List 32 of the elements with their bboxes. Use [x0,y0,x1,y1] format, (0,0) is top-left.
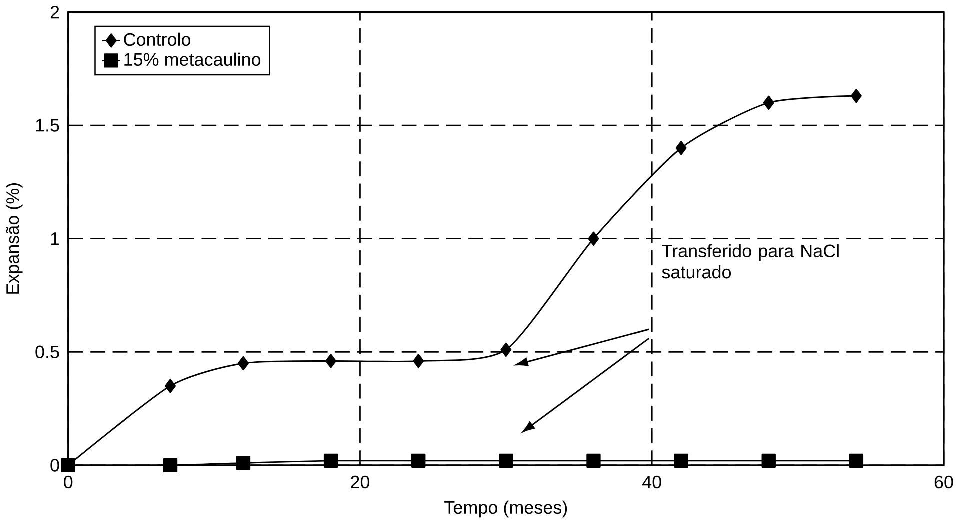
point [849,454,864,468]
legend-label: 15% metacaulino [124,53,261,66]
x-tick-label: 60 [934,476,954,489]
point [762,454,776,468]
point [763,96,774,110]
point [236,456,251,470]
y-tick-label: 0.5 [36,346,60,359]
y-tick-label: 0 [50,459,60,472]
legend-label: Controlo [124,33,191,46]
y-tick-label: 1.5 [36,119,60,132]
x-tick-label: 0 [64,476,73,489]
point [586,454,601,468]
x-tick-label: 40 [642,476,662,489]
point [674,454,688,468]
point [326,354,337,368]
x-axis-title: Tempo (meses) [444,501,568,518]
point [676,141,687,156]
point [412,454,426,468]
y-axis-title: Expansão (%) [6,184,23,294]
point [324,454,338,468]
point [499,454,514,468]
y-tick-label: 2 [50,6,60,19]
x-tick-label: 20 [351,476,370,489]
point [164,379,176,394]
point [413,354,424,368]
point [850,89,862,104]
point [163,458,178,473]
point [500,342,512,358]
point [238,356,249,371]
annotation: Transferido para NaCl saturado [662,244,839,279]
point [588,232,600,246]
y-tick-label: 1 [51,232,60,246]
